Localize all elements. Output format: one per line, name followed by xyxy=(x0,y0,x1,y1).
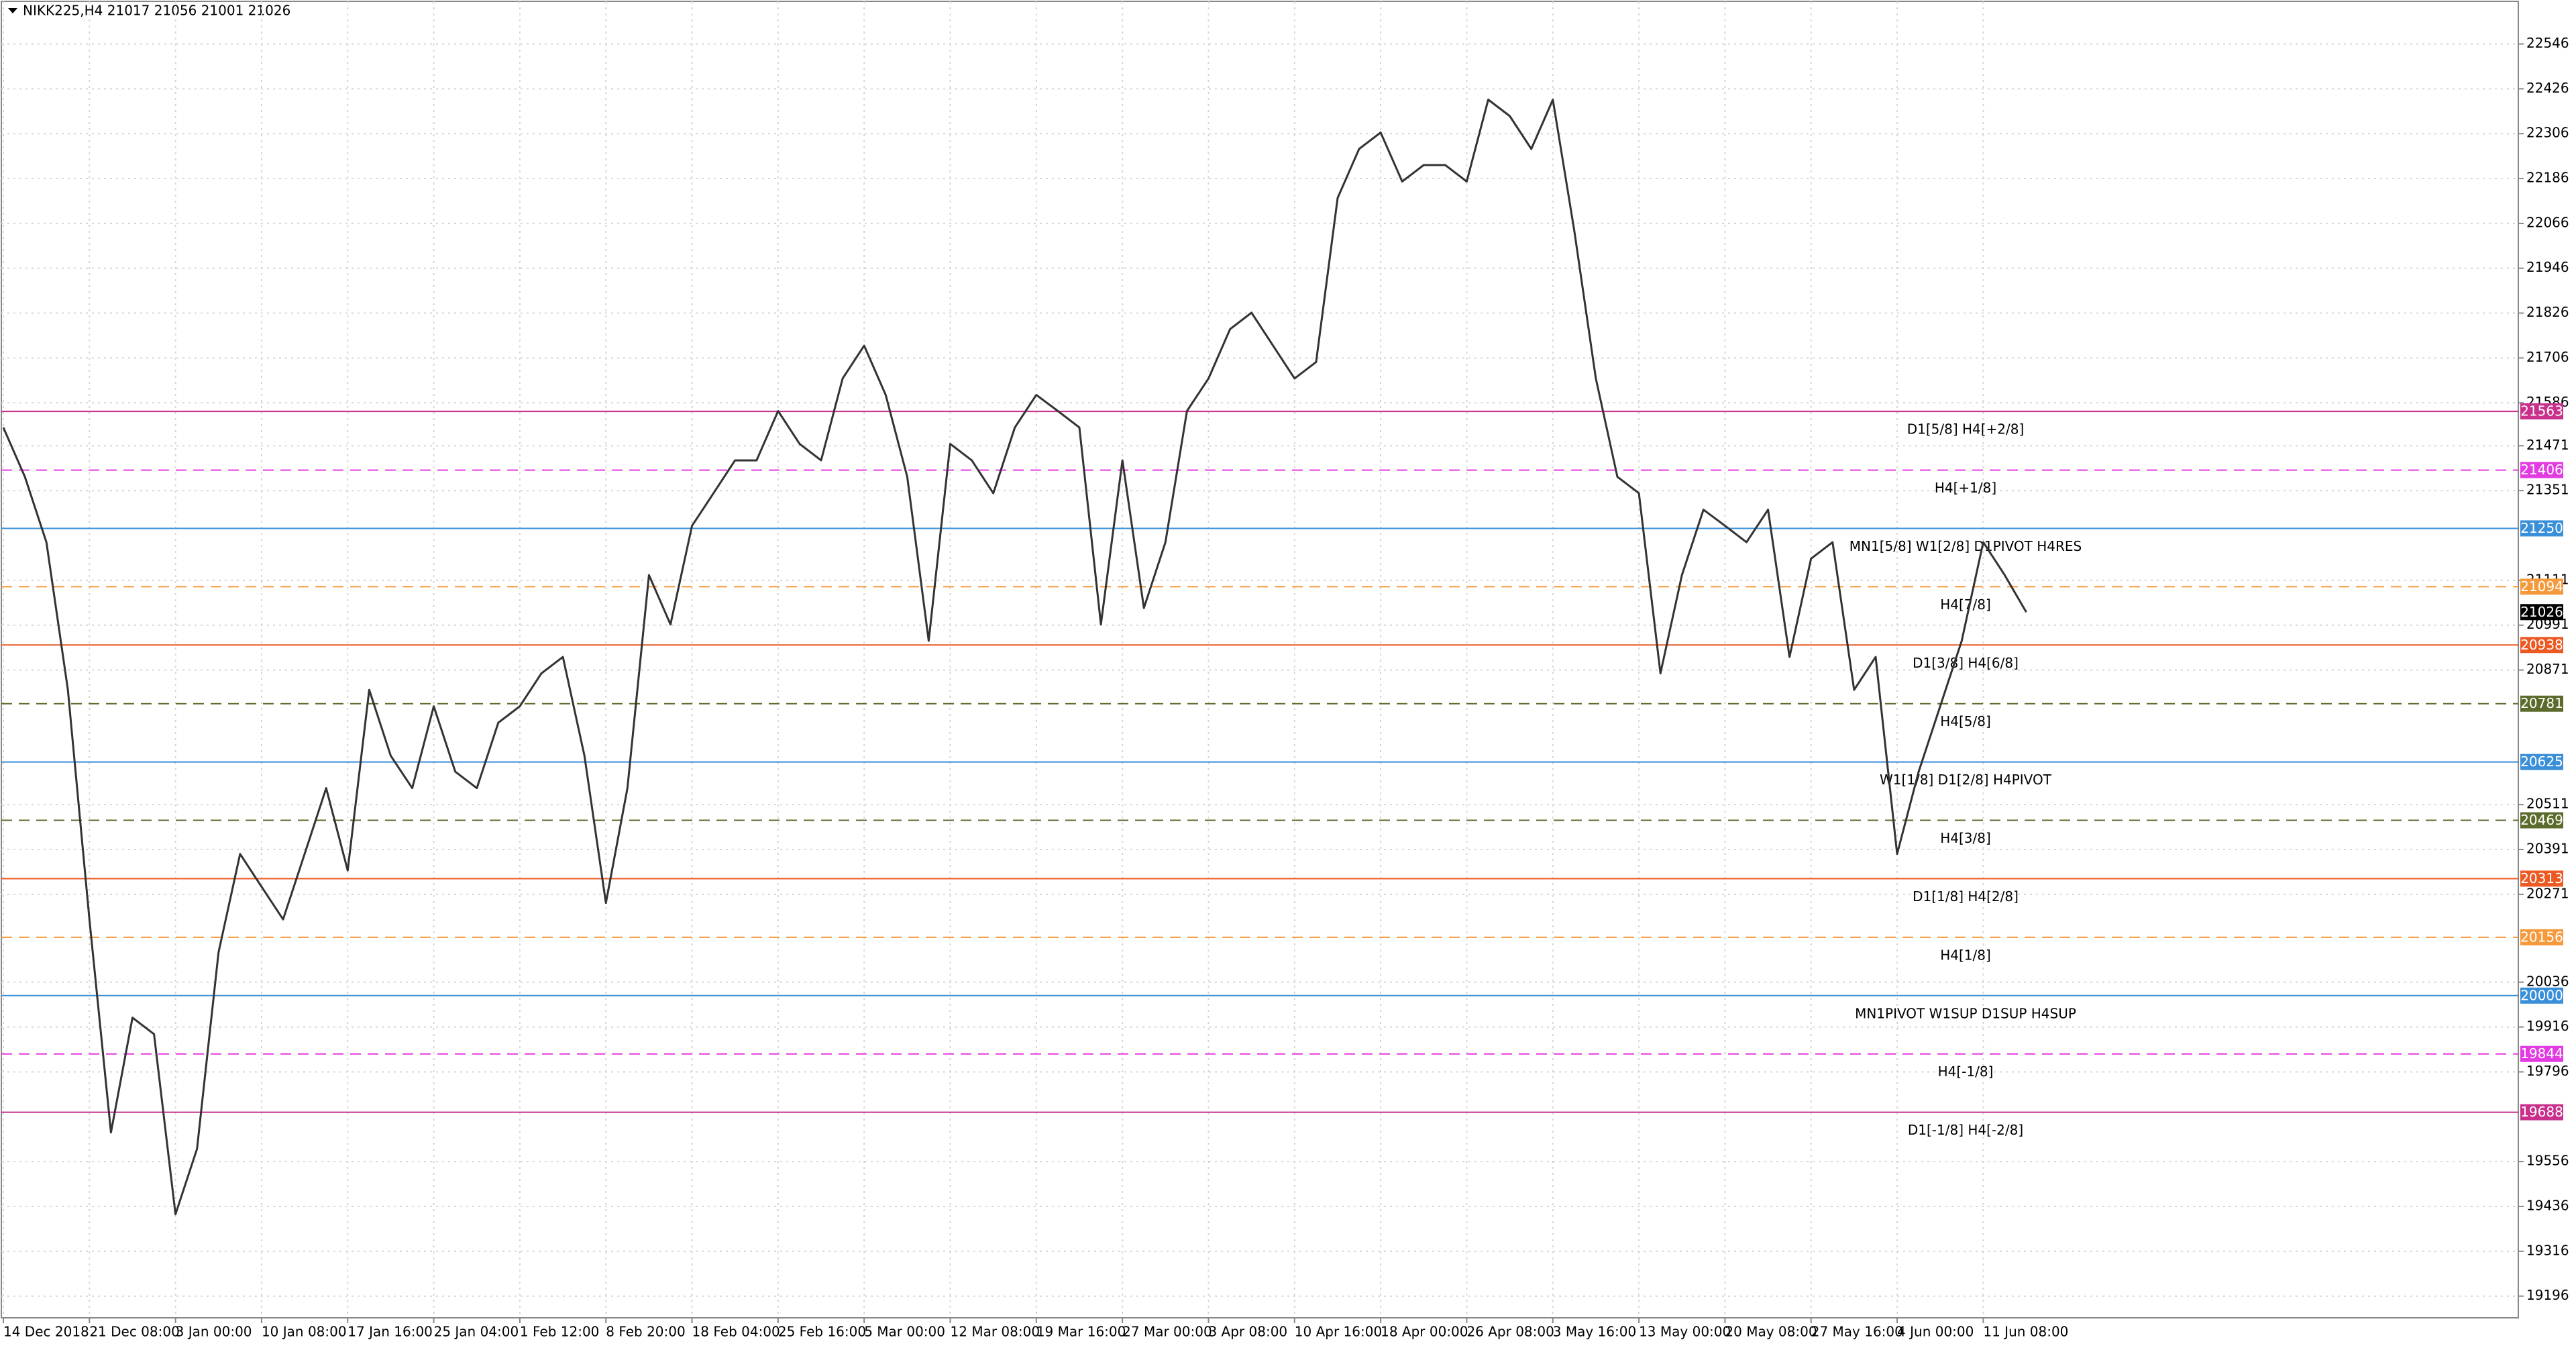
grid xyxy=(1,1,2518,1318)
x-tick-label: 3 Apr 08:00 xyxy=(1208,1324,1287,1340)
axis: 22546 22426 22306 22186 22066 21946 21826 21706… xyxy=(3,35,2569,1340)
level-badge xyxy=(2520,637,2563,654)
level-badge-label: 21406 xyxy=(2520,462,2563,478)
chart-title: NIKK225,H4 21017 21056 21001 21026 xyxy=(23,3,290,19)
y-tick-label: 21471 xyxy=(2526,437,2569,453)
x-tick-label: 17 Jan 16:00 xyxy=(347,1324,433,1340)
x-tick-label: 19 Mar 16:00 xyxy=(1036,1324,1126,1340)
y-tick-label: 22426 xyxy=(2526,80,2569,96)
series xyxy=(2,99,2027,1216)
level-badge xyxy=(2520,695,2563,712)
x-tick-label: 13 May 00:00 xyxy=(1639,1324,1731,1340)
last-price-badge xyxy=(2520,604,2563,621)
level-badge-label: 20625 xyxy=(2520,754,2563,770)
x-tick-label: 25 Feb 16:00 xyxy=(778,1324,866,1340)
x-tick-label: 26 Apr 08:00 xyxy=(1466,1324,1554,1340)
collapse-icon[interactable] xyxy=(8,8,17,13)
price-line xyxy=(2,99,2027,1216)
level-badge xyxy=(2520,929,2563,945)
x-tick-label: 18 Apr 00:00 xyxy=(1381,1324,1468,1340)
x-tick-label: 8 Feb 20:00 xyxy=(606,1324,686,1340)
x-tick-label: 21 Dec 08:00 xyxy=(89,1324,180,1340)
level-badge-label: 20000 xyxy=(2520,987,2563,1003)
level-label: MN1[5/8] W1[2/8] D1PIVOT H4RES xyxy=(1849,538,2082,554)
y-tick-label: 21826 xyxy=(2526,304,2569,320)
level-badge-label: 20156 xyxy=(2520,929,2563,945)
level-badge-label: 19844 xyxy=(2520,1045,2563,1062)
x-tick-label: 10 Apr 16:00 xyxy=(1295,1324,1382,1340)
y-tick-label: 20036 xyxy=(2526,973,2569,989)
level-badge xyxy=(2520,870,2563,887)
level-badge-label: 21563 xyxy=(2520,403,2563,419)
x-tick-label: 11 Jun 08:00 xyxy=(1983,1324,2068,1340)
x-tick-label: 18 Feb 04:00 xyxy=(692,1324,780,1340)
level-label: H4[5/8] xyxy=(1940,713,1991,729)
x-tick-label: 27 May 16:00 xyxy=(1811,1324,1903,1340)
y-tick-label: 21946 xyxy=(2526,259,2569,275)
y-tick-label: 19436 xyxy=(2526,1197,2569,1213)
x-tick-label: 3 May 16:00 xyxy=(1553,1324,1636,1340)
level-badge xyxy=(2520,578,2563,595)
level-badge xyxy=(2520,812,2563,829)
level-badge-label: 20313 xyxy=(2520,870,2563,886)
level-badge-label: 21094 xyxy=(2520,578,2563,594)
x-tick-label: 25 Jan 04:00 xyxy=(434,1324,519,1340)
x-tick-label: 20 May 08:00 xyxy=(1725,1324,1817,1340)
y-tick-label: 21706 xyxy=(2526,349,2569,365)
x-tick-label: 1 Feb 12:00 xyxy=(520,1324,600,1340)
level-badge xyxy=(2520,520,2563,537)
level-label: D1[5/8] H4[+2/8] xyxy=(1907,421,2025,437)
x-tick-label: 12 Mar 08:00 xyxy=(951,1324,1040,1340)
y-tick-label: 20271 xyxy=(2526,885,2569,901)
x-tick-label: 10 Jan 08:00 xyxy=(262,1324,347,1340)
x-tick-label: 3 Jan 00:00 xyxy=(176,1324,252,1340)
level-badge xyxy=(2520,1104,2563,1121)
y-tick-label: 19796 xyxy=(2526,1063,2569,1079)
level-label: H4[1/8] xyxy=(1940,947,1991,963)
level-label: H4[3/8] xyxy=(1940,830,1991,846)
level-label: D1[-1/8] H4[-2/8] xyxy=(1908,1122,2023,1138)
last-price-label: 21026 xyxy=(2520,604,2563,620)
level-label: H4[+1/8] xyxy=(1935,480,1996,496)
level-badge xyxy=(2520,403,2563,420)
plot-frame xyxy=(1,1,2519,1318)
x-tick-label: 27 Mar 00:00 xyxy=(1122,1324,1212,1340)
level-badge xyxy=(2520,987,2563,1004)
level-badge-label: 21250 xyxy=(2520,520,2563,536)
level-label: D1[1/8] H4[2/8] xyxy=(1913,888,2019,904)
level-badge-label: 19688 xyxy=(2520,1104,2563,1120)
level-badge xyxy=(2520,1045,2563,1062)
y-tick-label: 19316 xyxy=(2526,1242,2569,1258)
y-tick-label: 22546 xyxy=(2526,35,2569,51)
level-label: H4[-1/8] xyxy=(1938,1064,1994,1080)
y-tick-label: 20871 xyxy=(2526,661,2569,677)
y-tick-label: 22186 xyxy=(2526,170,2569,186)
x-tick-label: 4 Jun 00:00 xyxy=(1897,1324,1974,1340)
level-badge-label: 20938 xyxy=(2520,637,2563,653)
y-tick-label: 19196 xyxy=(2526,1287,2569,1303)
level-label: H4[7/8] xyxy=(1940,597,1991,613)
y-tick-label: 21351 xyxy=(2526,482,2569,498)
level-badge-label: 20781 xyxy=(2520,695,2563,711)
x-tick-label: 14 Dec 2018 xyxy=(3,1324,89,1340)
y-tick-label: 19916 xyxy=(2526,1018,2569,1034)
level-label: D1[3/8] H4[6/8] xyxy=(1913,655,2019,671)
y-tick-label: 22306 xyxy=(2526,125,2569,141)
levels: D1[5/8] H4[+2/8] H4[+1/8] MN1[5/8] W1[2/8]… xyxy=(1,411,2518,1138)
level-label: W1[1/8] D1[2/8] H4PIVOT xyxy=(1880,772,2052,788)
level-label: MN1PIVOT W1SUP D1SUP H4SUP xyxy=(1855,1005,2076,1021)
level-badge-label: 20469 xyxy=(2520,812,2563,828)
level-badge xyxy=(2520,754,2563,770)
level-badge xyxy=(2520,462,2563,478)
y-tick-label: 20391 xyxy=(2526,840,2569,856)
y-tick-label: 22066 xyxy=(2526,214,2569,230)
y-tick-label: 20511 xyxy=(2526,796,2569,812)
x-tick-label: 5 Mar 00:00 xyxy=(864,1324,945,1340)
y-tick-label: 19556 xyxy=(2526,1153,2569,1169)
